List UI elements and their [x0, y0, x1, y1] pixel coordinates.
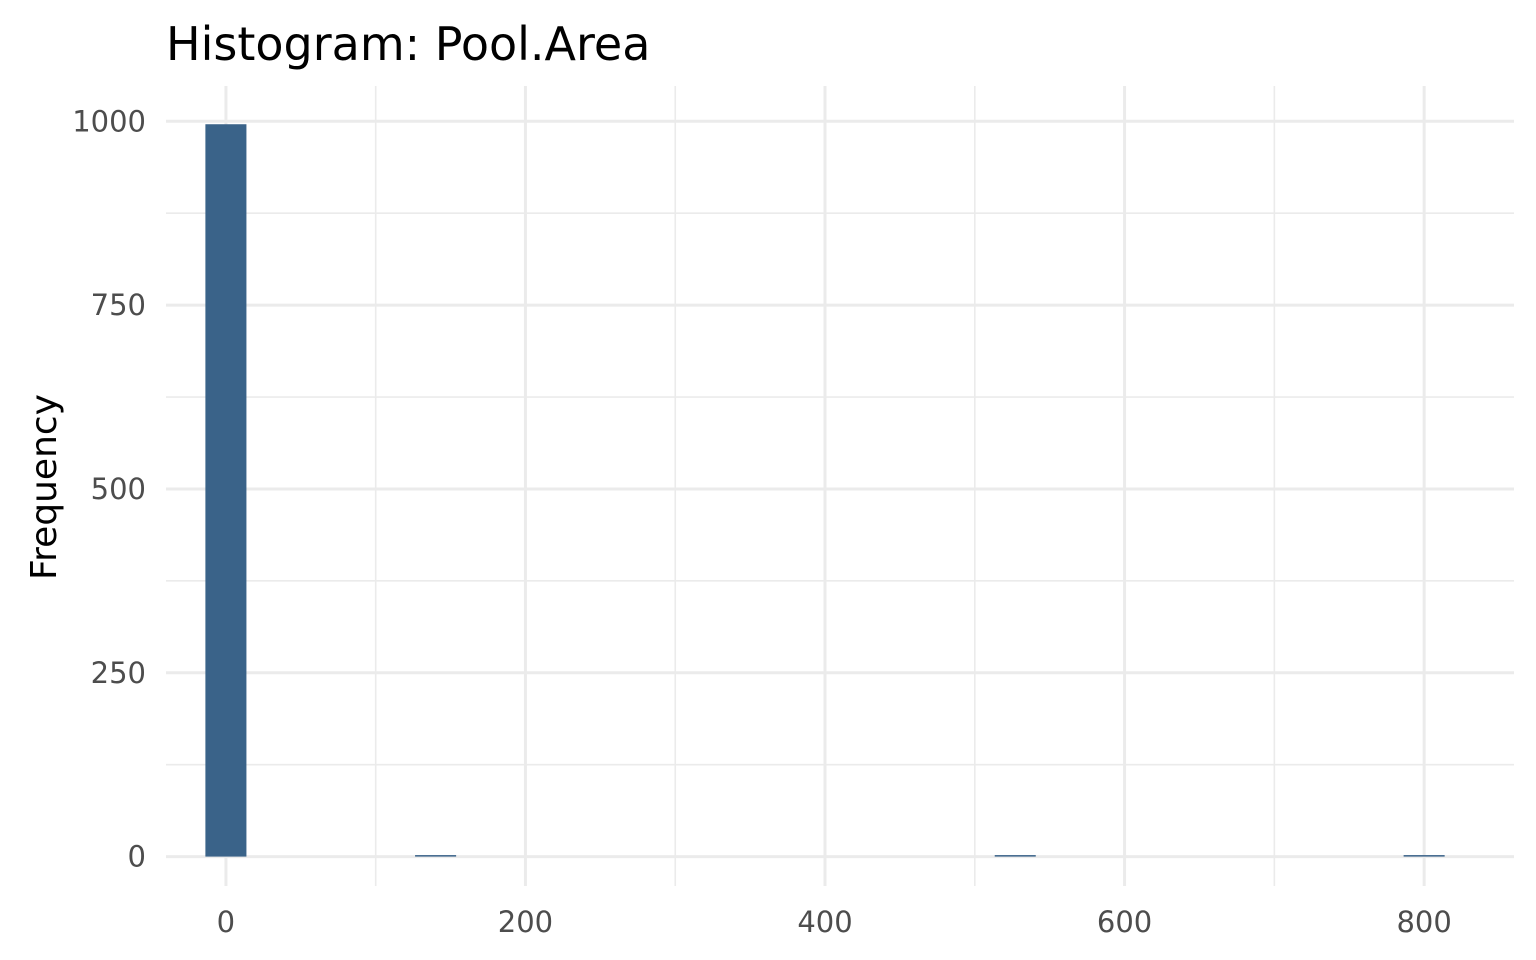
x-tick-label: 600: [1097, 905, 1152, 939]
y-axis-label: Frequency: [24, 394, 65, 580]
x-tick-label: 400: [797, 905, 852, 939]
major-gridlines: [166, 86, 1514, 886]
y-tick-label: 1000: [72, 104, 146, 138]
x-tick-label: 0: [217, 905, 235, 939]
y-tick-label: 500: [91, 472, 146, 506]
histogram-bar: [415, 855, 457, 857]
y-tick-label: 750: [91, 288, 146, 322]
histogram-bar: [205, 124, 247, 857]
x-tick-label: 800: [1396, 905, 1451, 939]
x-axis-ticks: 0 200 400 600 800: [217, 905, 1452, 939]
histogram-bar: [994, 855, 1036, 857]
chart-title: Histogram: Pool.Area: [166, 17, 650, 71]
y-tick-label: 0: [128, 840, 146, 874]
x-tick-label: 200: [498, 905, 553, 939]
histogram-bar: [1403, 855, 1445, 857]
y-tick-label: 250: [91, 656, 146, 690]
y-axis-ticks: 0 250 500 750 1000: [72, 104, 146, 873]
minor-gridlines: [166, 86, 1514, 886]
histogram-bars: [205, 124, 1445, 857]
